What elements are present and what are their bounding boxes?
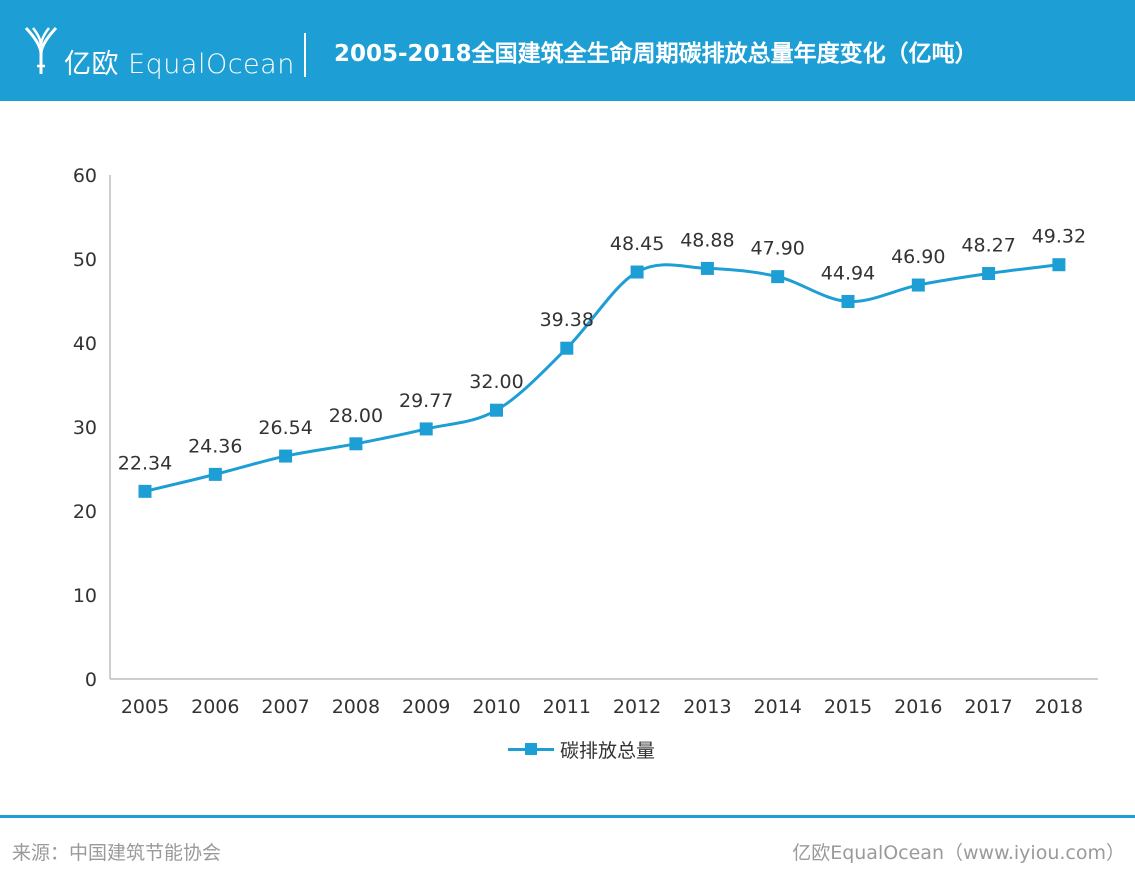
x-tick-label: 2009 xyxy=(402,696,450,718)
equalocean-logo-icon xyxy=(24,26,58,74)
data-point-marker xyxy=(490,403,503,417)
data-label: 44.94 xyxy=(821,263,875,285)
data-point-marker xyxy=(279,449,293,463)
source-note: 来源：中国建筑节能协会 xyxy=(12,842,222,864)
data-point-marker xyxy=(911,278,925,292)
footer-divider xyxy=(0,815,1135,818)
data-label: 24.36 xyxy=(188,435,242,457)
data-point-marker xyxy=(208,467,222,481)
page-title: 2005-2018全国建筑全生命周期碳排放总量年度变化（亿吨） xyxy=(334,41,978,67)
data-point-marker xyxy=(700,261,714,275)
data-label: 22.34 xyxy=(118,452,172,474)
data-label: 39.38 xyxy=(540,309,594,331)
data-label: 47.90 xyxy=(750,238,804,260)
x-tick-label: 2006 xyxy=(191,696,239,718)
data-label: 26.54 xyxy=(258,417,312,439)
x-tick-label: 2013 xyxy=(683,696,731,718)
data-label: 48.27 xyxy=(961,235,1015,257)
y-tick-label: 30 xyxy=(73,417,97,439)
legend-series-label: 碳排放总量 xyxy=(560,739,656,762)
data-label: 48.45 xyxy=(610,233,664,255)
brand-logo-text: 亿欧 EqualOcean xyxy=(64,49,295,80)
data-label: 49.32 xyxy=(1032,226,1086,248)
data-point-marker xyxy=(771,270,785,284)
y-tick-label: 20 xyxy=(73,501,97,523)
data-label: 46.90 xyxy=(891,246,945,268)
data-label: 28.00 xyxy=(329,405,383,427)
chart-legend: 碳排放总量 xyxy=(508,736,655,762)
x-tick-label: 2010 xyxy=(472,696,520,718)
x-tick-label: 2011 xyxy=(543,696,591,718)
data-point-marker xyxy=(982,267,996,281)
legend-series-swatch xyxy=(508,742,554,756)
line-chart: 0 10 20 30 40 50 60 2005 2006 2007 2008 2009 2010 201… xyxy=(73,165,1098,718)
header-bar: 亿欧 EqualOcean 2005-2018全国建筑全生命周期碳排放总量年度变… xyxy=(0,0,1135,101)
series-line xyxy=(144,263,1060,493)
data-point-marker xyxy=(841,295,855,309)
header-divider xyxy=(304,33,306,77)
x-tick-label: 2014 xyxy=(754,696,802,718)
y-tick-label: 60 xyxy=(73,165,97,187)
data-point-marker xyxy=(630,265,644,279)
data-label: 32.00 xyxy=(469,371,523,393)
data-point-marker xyxy=(419,422,433,436)
y-tick-label: 10 xyxy=(73,585,97,607)
data-label: 48.88 xyxy=(680,229,734,251)
data-label: 29.77 xyxy=(399,390,453,412)
x-tick-label: 2018 xyxy=(1035,696,1083,718)
x-tick-label: 2007 xyxy=(261,696,309,718)
y-tick-label: 50 xyxy=(73,249,97,271)
y-tick-label: 40 xyxy=(73,333,97,355)
data-point-marker xyxy=(560,341,574,355)
footer-brand: 亿欧EqualOcean（www.iyiou.com） xyxy=(792,842,1125,864)
x-tick-label: 2005 xyxy=(121,696,169,718)
x-tick-label: 2016 xyxy=(894,696,942,718)
x-tick-label: 2012 xyxy=(613,696,661,718)
data-point-marker xyxy=(138,484,152,498)
x-tick-label: 2008 xyxy=(332,696,380,718)
data-point-marker xyxy=(349,437,363,451)
x-tick-label: 2017 xyxy=(964,696,1012,718)
y-tick-label: 0 xyxy=(85,669,97,691)
data-point-marker xyxy=(1052,258,1066,272)
x-tick-label: 2015 xyxy=(824,696,872,718)
